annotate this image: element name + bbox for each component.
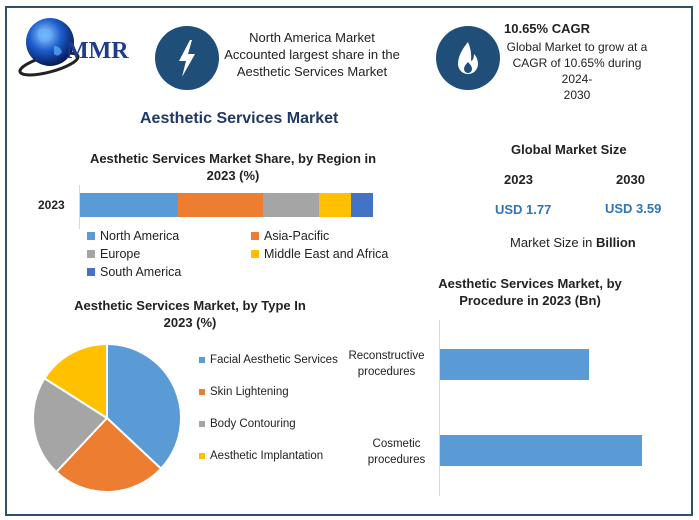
legend-label: Facial Aesthetic Services [210,354,338,366]
market-size-unit: Market Size in Billion [510,235,636,250]
mmr-logo: MMR [14,12,144,82]
procedure-chart-title: Aesthetic Services Market, by Procedure … [438,276,622,308]
legend-swatch [199,453,205,459]
bar-segment-south-america [350,193,373,217]
legend-label: Asia-Pacific [264,229,330,243]
type-chart-title: Aesthetic Services Market, by Type In 20… [74,298,306,330]
infographic-frame [5,6,693,516]
procedure-label-reconstructive: Reconstructive procedures [340,348,433,380]
region-year-label: 2023 [38,198,65,212]
procedure-bar-reconstructive-procedures [440,349,590,380]
region-stacked-bar [80,193,373,217]
legend-middle-east-africa: Middle East and Africa [251,247,388,261]
pie-slice-skin-lightening [54,416,163,493]
lightning-icon [155,26,219,90]
legend-label: South America [100,265,182,279]
value-2030: USD 3.59 [605,201,662,216]
legend-aesthetic-implantation: Aesthetic Implantation [199,450,323,462]
bar-segment-asia-pacific [178,193,264,217]
bar-segment-north-america [80,193,179,217]
cagr-line: Global Market to grow at a [506,40,648,54]
procedure-label-cosmetic: Cosmetic procedures [350,436,443,468]
legend-swatch [87,250,95,258]
north-america-highlight: North America Market Accounted largest s… [212,29,412,80]
cagr-description: Global Market to grow at a CAGR of 10.65… [497,39,657,103]
legend-swatch [199,357,205,363]
cagr-line: 2030 [563,88,591,102]
type-pie-chart [32,342,182,493]
bar-segment-middle-east-and-africa [318,193,351,217]
legend-label: Skin Lightening [210,386,289,398]
legend-swatch [251,232,259,240]
value-2023: USD 1.77 [495,202,552,217]
category-line: procedures [357,366,416,378]
procedure-bar-cosmetic-procedures [440,435,642,466]
unit-bold: Billion [595,235,636,250]
logo-text: MMR [66,38,129,64]
legend-swatch [251,250,259,258]
year-2023-label: 2023 [504,172,533,187]
highlight-line: Aesthetic Services Market [236,64,388,79]
pie-slice-body-contouring [32,376,109,474]
region-axis-line [79,185,80,229]
cagr-line: CAGR of 10.65% during 2024- [512,56,642,86]
highlight-line: North America Market [249,30,375,45]
legend-skin-lightening: Skin Lightening [199,386,289,398]
main-title: Aesthetic Services Market [140,110,339,127]
year-2030-label: 2030 [616,172,645,187]
unit-prefix: Market Size in [510,235,596,250]
highlight-line: Accounted largest share in the [224,47,400,62]
pie-slice-aesthetic-implantation [43,342,108,420]
procedure-axis-line [439,320,440,496]
legend-label: Body Contouring [210,418,296,430]
legend-swatch [199,389,205,395]
legend-swatch [199,421,205,427]
cagr-title: 10.65% CAGR [504,21,590,36]
legend-south-america: South America [87,265,181,279]
category-line: Reconstructive [348,350,425,362]
legend-facial-aesthetic-services: Facial Aesthetic Services [199,354,338,366]
legend-north-america: North America [87,229,179,243]
legend-swatch [87,268,95,276]
legend-label: North America [100,229,180,243]
globe-icon [18,18,80,77]
region-chart-title: Aesthetic Services Market Share, by Regi… [89,151,377,183]
pie-slice-facial-aesthetic-services [106,342,182,471]
legend-body-contouring: Body Contouring [199,418,296,430]
legend-label: Europe [100,247,141,261]
flame-icon [436,26,500,90]
market-size-title: Global Market Size [511,142,627,157]
legend-europe: Europe [87,247,140,261]
legend-label: Aesthetic Implantation [210,450,324,462]
category-line: Cosmetic [372,438,421,450]
legend-asia-pacific: Asia-Pacific [251,229,329,243]
category-line: procedures [367,454,426,466]
bar-segment-europe [263,193,319,217]
legend-swatch [87,232,95,240]
legend-label: Middle East and Africa [264,247,389,261]
